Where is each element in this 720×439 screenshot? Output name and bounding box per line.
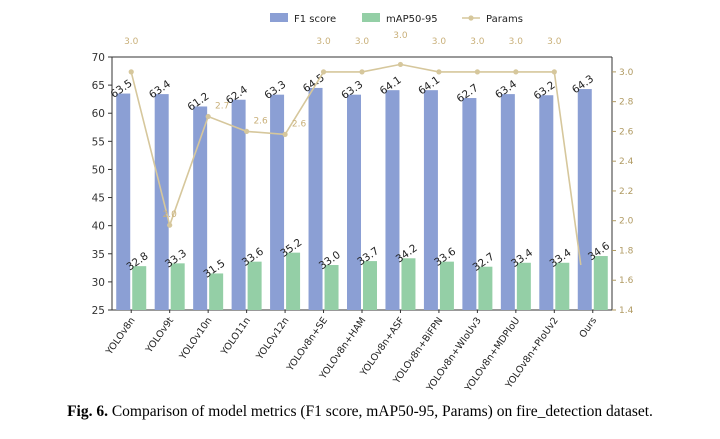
y-right-tick-label: 2.6 (619, 127, 634, 137)
x-tick-label: YOLOv8n+SE (284, 315, 330, 374)
params-value-label: 2.0 (163, 210, 178, 220)
params-value-label: 3.0 (432, 37, 447, 47)
params-value-label: 3.0 (355, 37, 370, 47)
map50-95-bar (132, 266, 147, 310)
f1-score-bar (462, 98, 477, 310)
y-left-tick-label: 45 (92, 193, 105, 205)
y-right-tick-label: 2.2 (619, 187, 633, 197)
map50-95-bar (209, 273, 224, 310)
x-tick-label: Ours (577, 315, 599, 340)
f1-score-bar (577, 89, 592, 311)
map50-95-bar (516, 262, 531, 310)
y-left-tick-label: 65 (92, 80, 105, 92)
f1-score-bar (423, 90, 438, 310)
legend-swatch-marker (468, 15, 474, 21)
legend-swatch-0 (270, 13, 288, 22)
y-right-tick-label: 1.8 (619, 246, 634, 256)
params-value-label: 3.0 (124, 37, 139, 47)
plot-area: 25 30 35 40 45 50 55 60 65 70 1.4 1.6 1.8 2.0 2.2 2.4 2.… (92, 31, 634, 394)
map50-95-bar (593, 256, 608, 310)
map50-95-bar (478, 266, 493, 310)
x-tick-label: YOLOv10n (177, 315, 215, 362)
f1-score-bar (539, 95, 554, 310)
params-point (436, 69, 442, 75)
y-left-tick-label: 50 (92, 164, 105, 176)
params-point (205, 113, 211, 120)
x-tick-label: YOLOv12n (254, 315, 292, 362)
map50-95-bar (363, 261, 377, 310)
map50-95-bar (324, 265, 339, 310)
y-left-tick-label: 25 (92, 305, 105, 317)
y-right-tick-label: 2.4 (619, 157, 634, 167)
f1-score-bar (500, 94, 515, 311)
y-left-tick-label: 55 (92, 136, 105, 148)
params-value-label: 3.0 (547, 37, 562, 47)
params-value-label: 2.7 (215, 102, 229, 112)
params-point (551, 69, 557, 75)
y-right-tick-label: 3.0 (619, 68, 634, 78)
f1-score-bar (385, 90, 400, 310)
f1-score-bar (270, 94, 285, 311)
params-point (244, 128, 250, 135)
x-tick-label: YOLOv8n (104, 315, 138, 357)
params-value-label: 2.6 (253, 116, 268, 126)
y-left-tick-label: 35 (92, 249, 105, 261)
params-point (167, 222, 173, 228)
y-left-tick-label: 30 (92, 277, 105, 289)
y-left-tick-label: 60 (92, 108, 105, 120)
f1-score-bar (231, 99, 246, 311)
y-right-tick-label: 2.8 (619, 98, 634, 108)
params-value-label: 3.0 (470, 37, 485, 47)
caption-text: Comparison of model metrics (F1 score, m… (111, 403, 653, 420)
x-tick-label: YOLO11n (219, 315, 253, 358)
figure-caption: Fig. 6. Comparison of model metrics (F1 … (0, 403, 720, 421)
params-point (513, 69, 519, 75)
params-point (397, 61, 404, 68)
legend-entry-label: Params (486, 14, 523, 25)
f1-score-bar (116, 93, 131, 311)
legend-entry-label: F1 score (294, 14, 336, 25)
params-point (128, 69, 134, 75)
map50-95-bar (286, 252, 301, 310)
params-point (474, 69, 480, 75)
map50-95-bar (555, 262, 570, 310)
y-right-tick-label: 1.6 (619, 276, 634, 286)
map50-95-bar (170, 263, 185, 310)
f1-score-bar (347, 94, 361, 311)
y-left-tick-label: 40 (92, 221, 105, 233)
params-value-label: 3.0 (316, 37, 331, 47)
params-point (282, 131, 288, 137)
f1-score-bar (308, 87, 323, 310)
x-tick-label: YOLOv9t (143, 315, 176, 356)
f1-score-bar (193, 106, 208, 310)
legend-entry-label: mAP50-95 (386, 14, 438, 25)
map50-95-bar (401, 258, 416, 310)
map50-95-bar (247, 261, 262, 310)
chart: F1 score mAP50-95 Params 25 30 35 40 45 50 55 60 6… (92, 13, 634, 394)
y-right-tick-label: 1.4 (619, 306, 634, 316)
caption-label: Fig. 6. (67, 403, 108, 420)
params-value-label: 3.0 (509, 37, 524, 47)
params-point (359, 69, 365, 75)
params-value-label: 2.6 (292, 119, 307, 129)
y-left-tick-label: 70 (92, 52, 105, 64)
y-right-tick-label: 2.0 (619, 217, 634, 227)
map50-95-bar (439, 261, 454, 310)
params-value-label: 3.0 (393, 31, 408, 41)
f1-score-bar (154, 94, 169, 311)
legend-swatch-1 (362, 13, 380, 22)
legend: F1 score mAP50-95 Params (270, 13, 523, 25)
params-point (320, 69, 327, 75)
